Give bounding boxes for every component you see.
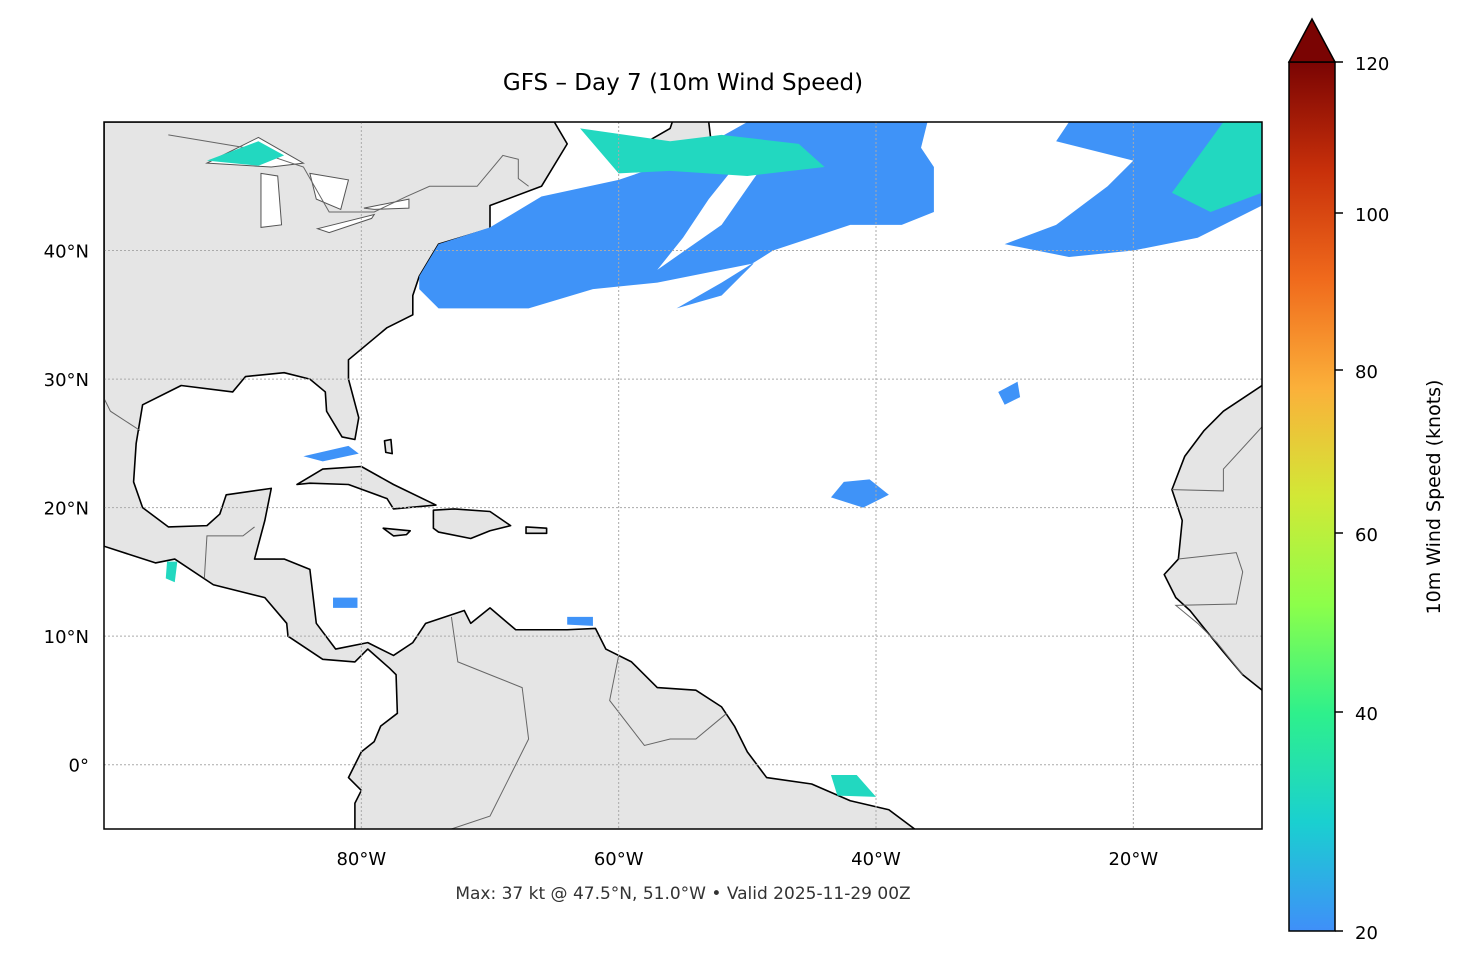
map-frame — [103, 121, 1263, 830]
wind-area-caribbean — [333, 597, 358, 608]
wind-area-gap — [657, 166, 761, 270]
wind-area-max-core — [580, 128, 825, 176]
border-line — [1171, 408, 1262, 492]
lat-tick-label: 30°N — [44, 370, 89, 391]
lon-tick-label: 80°W — [336, 849, 386, 870]
wind-layer — [165, 122, 1262, 797]
lake-michigan — [260, 172, 283, 228]
land-island-jamaica — [382, 527, 412, 537]
colorbar-tick-label: 20 — [1355, 923, 1378, 944]
colorbar-tick-label: 120 — [1355, 54, 1389, 75]
gridlines — [104, 122, 1262, 829]
colorbar-extend-arrow — [1287, 17, 1337, 63]
land-americas — [104, 122, 916, 829]
wind-area-brazil-coast — [830, 775, 876, 797]
wind-area-florida-straits — [303, 445, 359, 462]
border-line — [450, 616, 530, 829]
wind-area-great-lakes — [206, 141, 285, 166]
lat-tick-label: 0° — [69, 756, 89, 777]
colorbar-label: 10m Wind Speed (knots) — [1423, 380, 1445, 615]
border-line — [104, 398, 141, 431]
lon-tick-label: 20°W — [1108, 849, 1158, 870]
wind-area-northeast-core — [1171, 122, 1262, 212]
colorbar-bar — [1288, 61, 1336, 932]
lat-tick-label: 40°N — [44, 242, 89, 263]
lon-tick-labels: 80°W 60°W 40°W 20°W — [336, 849, 1158, 870]
lon-tick-label: 40°W — [851, 849, 901, 870]
land-island-cuba — [296, 465, 437, 510]
lat-tick-labels: 40°N 30°N 20°N 10°N 0° — [44, 242, 89, 777]
colorbar-tick-label: 100 — [1355, 205, 1389, 226]
lat-tick-label: 10°N — [44, 627, 89, 648]
border-line — [1174, 552, 1244, 676]
lake-huron — [309, 172, 350, 211]
lon-tick-label: 60°W — [594, 849, 644, 870]
border-line — [203, 526, 255, 579]
colorbar-tick-label: 60 — [1355, 525, 1378, 546]
wind-area-central-atlantic — [830, 479, 889, 508]
wind-area-pacific-tehuantepec — [165, 561, 178, 583]
land-island-hispaniola — [432, 508, 512, 540]
lake-erie — [315, 213, 376, 234]
colorbar-tick-label: 80 — [1355, 362, 1378, 383]
colorbar: 20 40 60 80 100 120 10m Wind Speed (knots) — [1287, 17, 1445, 944]
wind-area-subtropical — [998, 381, 1021, 405]
map-title: GFS – Day 7 (10m Wind Speed) — [502, 70, 864, 96]
lat-tick-label: 20°N — [44, 499, 89, 520]
land-africa — [1163, 384, 1262, 691]
border-line — [168, 134, 529, 213]
wind-area-trinidad — [567, 616, 593, 626]
wind-area-northeast-atlantic — [1004, 122, 1262, 257]
colorbar-tick-label: 40 — [1355, 704, 1378, 725]
land-island-andros — [383, 438, 394, 455]
map-subtitle: Max: 37 kt @ 47.5°N, 51.0°W • Valid 2025… — [455, 884, 911, 904]
border-line — [609, 655, 728, 747]
land-island-puerto-rico — [525, 526, 548, 535]
